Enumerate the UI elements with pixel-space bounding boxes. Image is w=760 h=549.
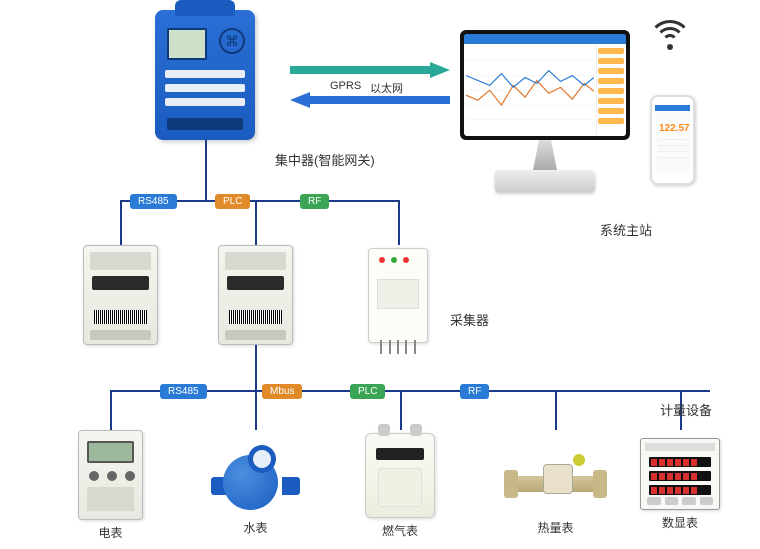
line-conc-down	[205, 140, 207, 200]
badge-t2-rf: RF	[460, 384, 489, 399]
water-meter-node: 水表	[213, 445, 298, 536]
monitor-node	[460, 30, 630, 192]
gas-meter	[365, 433, 435, 518]
badge-t1-plc: PLC	[215, 194, 250, 209]
line-t2-d1	[110, 390, 112, 430]
line-t1-d1	[120, 200, 122, 245]
monitor-base	[495, 170, 595, 192]
concentrator-label: 集中器(智能网关)	[275, 150, 375, 169]
concentrator-node: ⌘	[155, 10, 255, 140]
electricity-meter-label: 电表	[98, 524, 122, 541]
heat-meter-label: 热量表	[537, 519, 573, 536]
badge-t1-rs485: RS485	[130, 194, 177, 209]
line-t2-d3	[400, 390, 402, 430]
line-t2-d4	[555, 390, 557, 430]
uplink-label-ethernet: 以太网	[370, 80, 403, 96]
monitor	[460, 30, 630, 140]
uplink-label-gprs: GPRS	[330, 80, 361, 92]
collector-3	[368, 248, 428, 343]
heat-meter	[508, 460, 603, 505]
line-t2-d2	[255, 390, 257, 430]
badge-t2-plc: PLC	[350, 384, 385, 399]
collector-label: 采集器	[450, 310, 489, 329]
badge-t1-rf: RF	[300, 194, 329, 209]
water-meter-label: 水表	[243, 519, 267, 536]
digital-meter-node: 数显表	[640, 438, 720, 531]
heat-meter-node: 热量表	[508, 460, 603, 536]
collector-1	[83, 245, 158, 345]
collector-2	[218, 245, 293, 345]
system-master-label: 系统主站	[600, 220, 652, 239]
line-t1-d2	[255, 200, 257, 245]
digital-meter	[640, 438, 720, 510]
gas-meter-node: 燃气表	[365, 433, 435, 539]
electricity-meter-node: 电表	[78, 430, 143, 541]
badge-t2-mbus: Mbus	[262, 384, 302, 399]
line-t2-stem	[255, 345, 257, 390]
phone-node: 122.57	[650, 95, 695, 185]
electricity-meter	[78, 430, 143, 520]
badge-t2-rs485: RS485	[160, 384, 207, 399]
digital-meter-label: 数显表	[662, 514, 698, 531]
line-t1-d3	[398, 200, 400, 245]
concentrator-device: ⌘	[155, 10, 255, 140]
wifi-icon	[645, 20, 695, 60]
monitor-chart	[466, 46, 594, 135]
gas-meter-label: 燃气表	[382, 522, 418, 539]
metering-equipment-label: 计量设备	[660, 400, 712, 419]
phone: 122.57	[650, 95, 695, 185]
water-meter	[213, 445, 298, 515]
phone-value: 122.57	[659, 123, 690, 134]
